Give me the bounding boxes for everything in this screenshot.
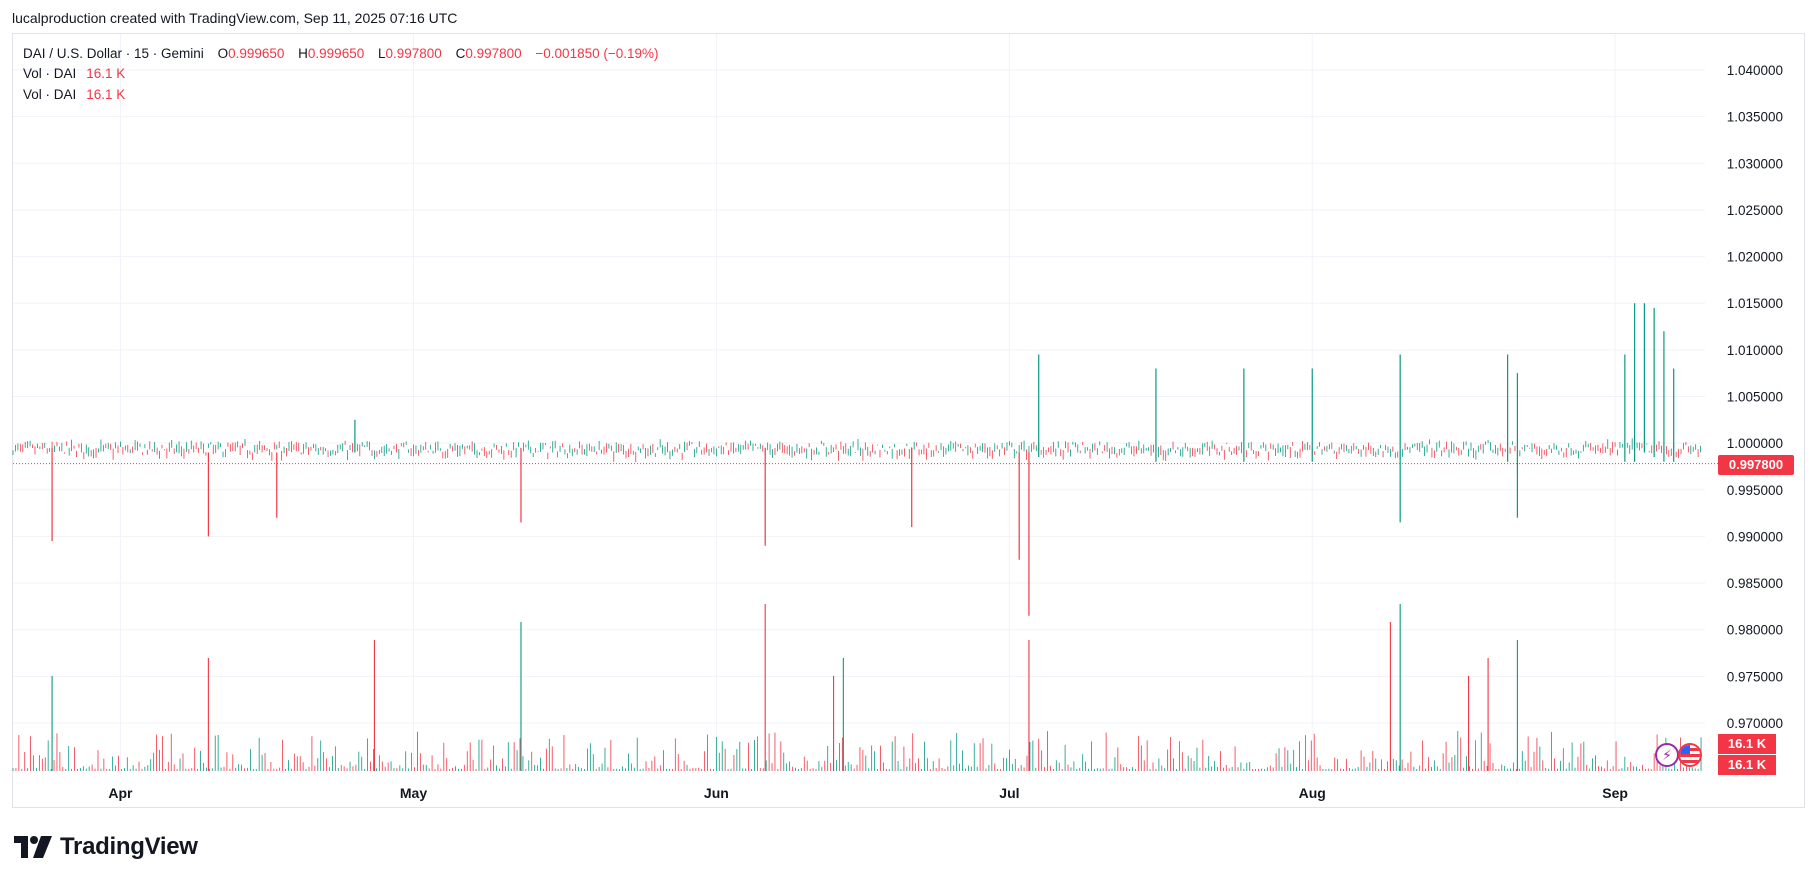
symbol-legend[interactable]: DAI / U.S. Dollar · 15 · Gemini O0.99965… <box>23 46 659 61</box>
price-tick-label: 1.015000 <box>1727 296 1783 311</box>
price-tick-label: 0.985000 <box>1727 576 1783 591</box>
low-value: 0.997800 <box>385 46 442 61</box>
symbol-title: DAI / U.S. Dollar · 15 · Gemini <box>23 46 204 61</box>
volume-legend-2[interactable]: Vol · DAI 16.1 K <box>23 87 125 102</box>
chart-frame <box>12 33 1805 808</box>
change-value: −0.001850 (−0.19%) <box>535 46 659 61</box>
close-label: C <box>455 46 466 61</box>
price-tick-label: 1.000000 <box>1727 436 1783 451</box>
volume-legend-1[interactable]: Vol · DAI 16.1 K <box>23 66 125 81</box>
volume-label: Vol · DAI <box>23 87 77 102</box>
month-tick-label: Jun <box>704 785 729 801</box>
chart-header-text: lucalproduction created with TradingView… <box>12 10 458 26</box>
price-tick-label: 0.990000 <box>1727 529 1783 544</box>
us-flag-icon[interactable] <box>1678 743 1702 767</box>
high-value: 0.999650 <box>307 46 365 61</box>
high-label: H <box>298 46 308 61</box>
price-tick-label: 1.030000 <box>1727 156 1783 171</box>
price-tick-label: 1.035000 <box>1727 110 1783 125</box>
price-tick-label: 1.020000 <box>1727 250 1783 265</box>
time-axis: Apr May Jun Jul Aug Sep <box>108 785 1628 801</box>
open-label: O <box>217 46 229 61</box>
volume-tag: 16.1 K <box>1718 755 1776 775</box>
month-tick-label: Sep <box>1602 785 1628 801</box>
price-tick-label: 0.975000 <box>1727 669 1783 684</box>
volume-tag: 16.1 K <box>1718 734 1776 754</box>
price-tick-label: 0.995000 <box>1727 483 1783 498</box>
candles <box>12 303 1701 616</box>
month-tick-label: Apr <box>108 785 133 801</box>
price-tick-label: 1.040000 <box>1727 63 1783 78</box>
close-value: 0.997800 <box>465 46 522 61</box>
price-axis: 1.040000 1.035000 1.030000 1.025000 1.020000… <box>1727 63 1783 731</box>
open-value: 0.999650 <box>228 46 285 61</box>
tradingview-logo-icon <box>14 836 52 858</box>
month-tick-label: Jul <box>999 785 1019 801</box>
low-label: L <box>377 46 386 61</box>
lightning-badge-icon[interactable]: ⚡ <box>1655 743 1679 767</box>
volume-value: 16.1 K <box>86 87 126 102</box>
price-tick-label: 0.980000 <box>1727 623 1783 638</box>
last-price-tag: 0.997800 <box>1718 455 1794 475</box>
tradingview-logo[interactable]: TradingView <box>14 832 198 862</box>
price-tick-label: 1.005000 <box>1727 390 1783 405</box>
month-tick-label: May <box>400 785 427 801</box>
month-tick-label: Aug <box>1299 785 1326 801</box>
price-tick-label: 1.025000 <box>1727 203 1783 218</box>
grid-lines <box>13 34 1705 775</box>
price-tick-label: 1.010000 <box>1727 343 1783 358</box>
brand-name: TradingView <box>60 833 198 860</box>
volume-label: Vol · DAI <box>23 66 77 81</box>
volume-value: 16.1 K <box>86 66 126 81</box>
volume-bars <box>12 604 1702 771</box>
price-tick-label: 0.970000 <box>1727 716 1783 731</box>
